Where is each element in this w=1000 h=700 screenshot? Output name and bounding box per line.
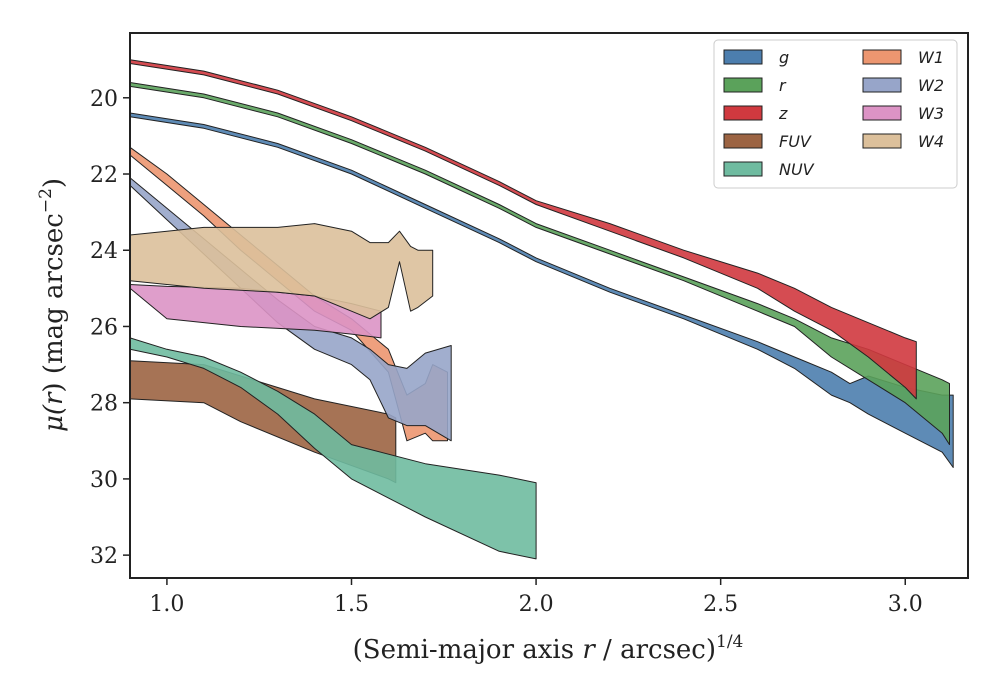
legend: grz FUV NUV W1 W2 W3 W4: [713, 39, 958, 189]
legend-label-W4: W4: [918, 132, 944, 151]
y-tick-label: 22: [90, 163, 118, 188]
legend-label-z: z: [778, 104, 788, 123]
band-W4: [129, 223, 434, 320]
legend-label-NUV: NUV: [779, 160, 815, 179]
y-axis-title-close: ): [39, 178, 69, 188]
x-tick-label: 1.0: [149, 592, 184, 617]
legend-label-FUV: FUV: [779, 132, 812, 151]
x-tick-label: 2.0: [519, 592, 554, 617]
x-tick-label: 3.0: [888, 592, 923, 617]
x-tick-label: 1.5: [334, 592, 369, 617]
legend-swatch-r: [723, 77, 763, 93]
legend-label-r: r: [779, 76, 787, 95]
x-axis-title-var: r: [582, 635, 596, 665]
legend-swatch-FUV: [723, 133, 763, 149]
legend-label-g: g: [779, 48, 789, 67]
legend-label-W2: W2: [918, 76, 944, 95]
x-axis: 1.0 1.5 2.0 2.5 3.0: [149, 578, 923, 617]
legend-box: [713, 39, 958, 189]
plot-frame: [129, 32, 969, 579]
y-axis-title-mu: μ(: [39, 404, 69, 432]
legend-swatch-g: [723, 49, 763, 65]
x-axis-title-rest: / arcsec): [595, 635, 716, 665]
y-tick-label: 28: [90, 392, 118, 417]
legend-swatch-W1: [862, 49, 902, 65]
y-axis-title: μ(r) (mag arcsec−2): [36, 178, 69, 432]
x-axis-title: (Semi-major axis r / arcsec)1/4: [353, 632, 744, 665]
x-axis-title-main: (Semi-major axis: [353, 635, 583, 665]
y-tick-label: 30: [90, 468, 118, 493]
y-tick-label: 32: [90, 544, 118, 569]
x-tick-label: 2.5: [703, 592, 738, 617]
band-z: [129, 59, 917, 400]
band-r: [129, 82, 950, 446]
y-tick-label: 20: [90, 87, 118, 112]
y-axis-title-var: r: [39, 391, 69, 405]
y-axis: 20 22 24 26 28 30 32: [90, 87, 130, 569]
legend-swatch-z: [723, 105, 763, 121]
y-axis-title-rest: ) (mag arcsec: [39, 213, 69, 392]
y-axis-title-sup: −2: [36, 188, 56, 213]
legend-label-W1: W1: [918, 48, 944, 67]
legend-swatch-W4: [862, 133, 902, 149]
y-tick-label: 26: [90, 315, 118, 340]
legend-swatch-NUV: [723, 161, 763, 177]
band-NUV: [129, 337, 537, 560]
x-axis-title-sup: 1/4: [716, 632, 743, 652]
legend-swatch-W3: [862, 105, 902, 121]
bands-layer: [129, 59, 954, 560]
band-g: [129, 112, 954, 468]
legend-label-W3: W3: [918, 104, 944, 123]
y-tick-label: 24: [90, 239, 118, 264]
legend-swatch-W2: [862, 77, 902, 93]
